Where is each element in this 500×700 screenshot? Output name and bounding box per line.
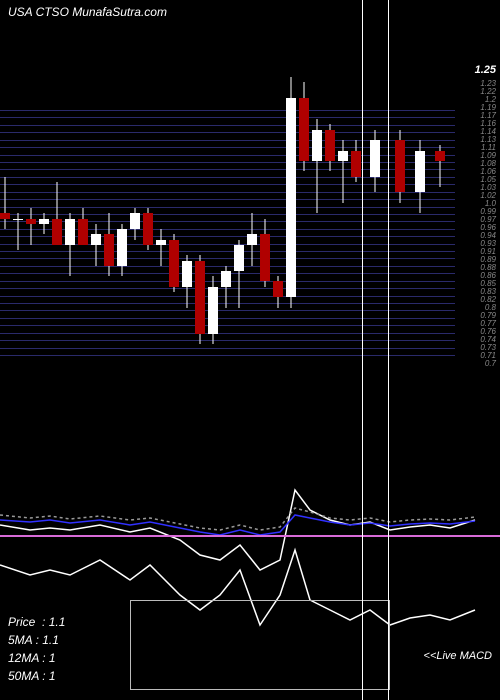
- indicator-lines: [0, 0, 500, 700]
- info-5ma: 5MA : 1.1: [8, 631, 65, 649]
- info-panel: Price : 1.1 5MA : 1.1 12MA : 1 50MA : 1: [8, 613, 65, 685]
- info-12ma: 12MA : 1: [8, 649, 65, 667]
- indicator-baseline: [0, 535, 500, 537]
- info-price: Price : 1.1: [8, 613, 65, 631]
- chart-title: USA CTSO MunafaSutra.com: [8, 5, 167, 19]
- macd-box: [130, 600, 390, 690]
- candlestick-chart: USA CTSO MunafaSutra.com 1.251.231.221.2…: [0, 0, 500, 700]
- macd-label: <<Live MACD: [424, 650, 492, 662]
- info-50ma: 50MA : 1: [8, 667, 65, 685]
